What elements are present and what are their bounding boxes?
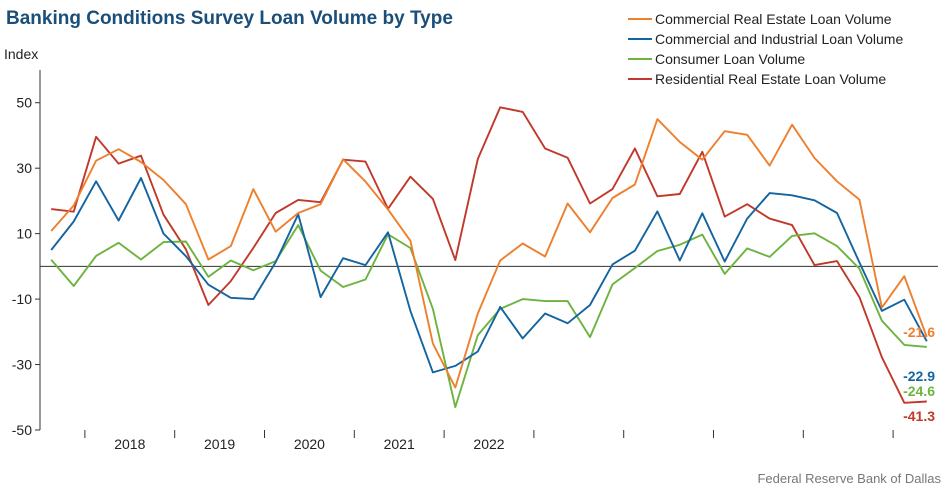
y-tick-label: 30 (16, 160, 32, 176)
y-tick-label: -30 (12, 357, 32, 373)
y-tick-label: -10 (12, 291, 32, 307)
x-tick-label: 2022 (473, 436, 504, 452)
end-value-label: -21.6 (903, 324, 935, 340)
series-line-1 (50, 118, 928, 389)
legend-entry: Residential Real Estate Loan Volume (655, 71, 886, 87)
y-tick-label: 10 (16, 226, 32, 242)
axes: 50 30 10 -10 -30 -50 2018 2019 2020 2021 2022 (12, 70, 938, 452)
source-note: Federal Reserve Bank of Dallas (757, 471, 941, 486)
series-lines (50, 106, 928, 409)
chart-title: Banking Conditions Survey Loan Volume by… (6, 8, 453, 29)
legend-entry: Consumer Loan Volume (655, 51, 805, 67)
legend-entry: Commercial and Industrial Loan Volume (655, 31, 903, 47)
end-labels: -21.6 -22.9-24.6 -41.3 (903, 324, 935, 424)
end-value-label: -41.3 (903, 408, 935, 424)
end-value-label: -22.9 (903, 368, 935, 384)
series-line-3 (50, 224, 927, 409)
legend-entry: Commercial Real Estate Loan Volume (655, 11, 892, 27)
legend: Commercial Real Estate Loan Volume Commer… (628, 11, 903, 87)
y-tick-label: -50 (12, 422, 32, 438)
y-axis-label: Index (4, 46, 38, 62)
x-tick-label: 2021 (384, 436, 415, 452)
x-tick-label: 2020 (294, 436, 325, 452)
x-tick-label: 2018 (114, 436, 145, 452)
x-tick-label: 2019 (204, 436, 235, 452)
series-line-2 (50, 177, 928, 374)
series-line-4 (51, 106, 927, 404)
y-tick-label: 50 (16, 95, 32, 111)
end-value-label: -24.6 (903, 383, 935, 399)
